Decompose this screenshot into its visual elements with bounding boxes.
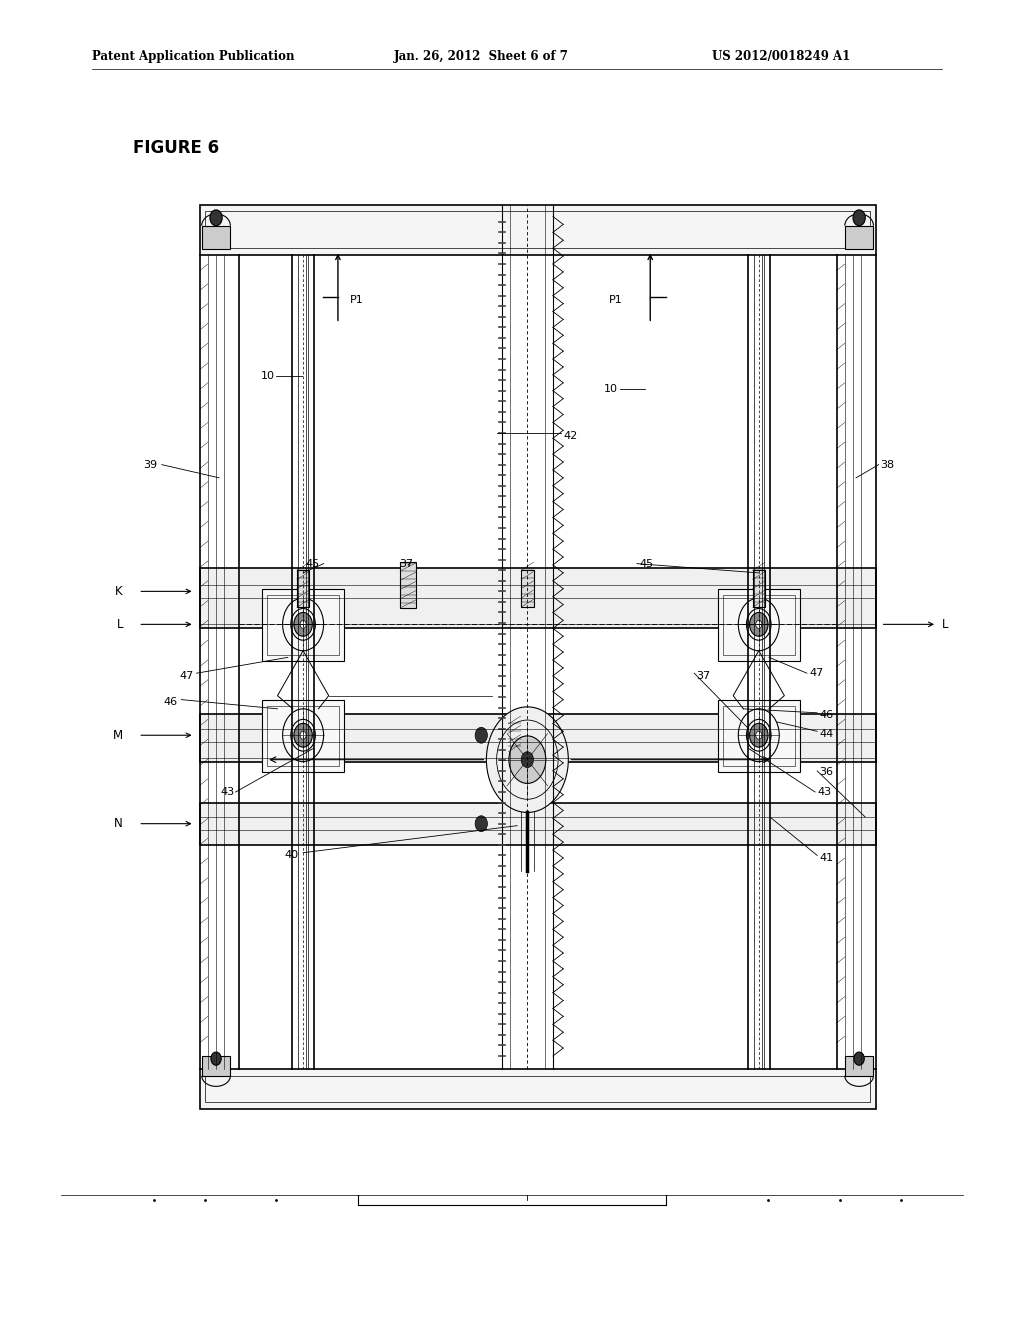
Bar — [718, 700, 800, 772]
Bar — [267, 706, 339, 766]
Text: Patent Application Publication: Patent Application Publication — [92, 50, 295, 63]
Text: Jan. 26, 2012  Sheet 6 of 7: Jan. 26, 2012 Sheet 6 of 7 — [394, 50, 569, 63]
Text: 47: 47 — [179, 671, 194, 681]
Text: US 2012/0018249 A1: US 2012/0018249 A1 — [712, 50, 850, 63]
Text: 39: 39 — [143, 459, 158, 470]
Circle shape — [294, 723, 312, 747]
Text: 37: 37 — [399, 558, 414, 569]
Circle shape — [294, 612, 312, 636]
Bar — [200, 714, 876, 762]
Bar — [200, 568, 876, 628]
Text: 46: 46 — [164, 697, 178, 708]
Bar — [267, 595, 339, 655]
Circle shape — [756, 731, 762, 739]
Circle shape — [854, 1052, 864, 1065]
Circle shape — [210, 210, 222, 226]
Text: 10: 10 — [261, 371, 275, 381]
Text: L: L — [117, 618, 123, 631]
Bar — [845, 226, 873, 249]
Bar — [202, 226, 230, 249]
Bar — [200, 803, 876, 845]
Text: 46: 46 — [819, 710, 834, 721]
Circle shape — [750, 723, 768, 747]
Text: 47: 47 — [809, 668, 823, 678]
Bar — [845, 1056, 873, 1076]
Text: 45: 45 — [639, 558, 653, 569]
Bar — [297, 570, 309, 607]
Bar — [202, 1056, 230, 1076]
Text: P1: P1 — [350, 294, 364, 305]
Text: 43: 43 — [817, 787, 831, 797]
Circle shape — [486, 708, 568, 812]
Bar — [262, 700, 344, 772]
Bar — [508, 718, 520, 752]
Circle shape — [756, 620, 762, 628]
Bar — [200, 1069, 876, 1109]
Circle shape — [300, 731, 306, 739]
Bar — [262, 589, 344, 661]
Circle shape — [509, 737, 546, 783]
Text: 44: 44 — [819, 729, 834, 739]
Circle shape — [211, 1052, 221, 1065]
Text: 38: 38 — [881, 459, 895, 470]
Text: P1: P1 — [609, 294, 623, 305]
Bar — [521, 570, 534, 607]
Text: 36: 36 — [819, 767, 834, 777]
Text: K: K — [116, 585, 123, 598]
Text: 37: 37 — [696, 671, 711, 681]
Text: 40: 40 — [285, 850, 299, 861]
Bar — [753, 570, 765, 607]
Text: 42: 42 — [563, 430, 578, 441]
Circle shape — [475, 727, 487, 743]
Bar — [718, 589, 800, 661]
Text: M: M — [113, 729, 123, 742]
Bar — [205, 1076, 870, 1102]
Circle shape — [521, 752, 534, 767]
Text: 41: 41 — [819, 853, 834, 863]
Bar — [200, 205, 876, 255]
Circle shape — [300, 620, 306, 628]
Bar — [723, 706, 795, 766]
Bar — [205, 211, 870, 248]
Circle shape — [853, 210, 865, 226]
Text: 45: 45 — [305, 558, 319, 569]
Circle shape — [475, 816, 487, 832]
Text: 10: 10 — [604, 384, 618, 395]
Text: L: L — [942, 618, 948, 631]
Text: 43: 43 — [220, 787, 234, 797]
Circle shape — [750, 612, 768, 636]
Bar — [400, 561, 416, 607]
Text: FIGURE 6: FIGURE 6 — [133, 139, 219, 157]
Bar — [723, 595, 795, 655]
Text: N: N — [114, 817, 123, 830]
